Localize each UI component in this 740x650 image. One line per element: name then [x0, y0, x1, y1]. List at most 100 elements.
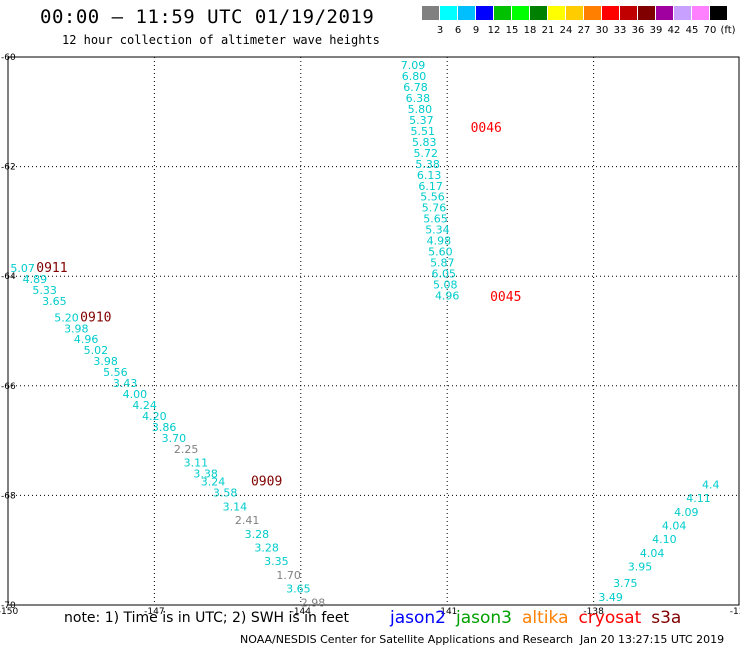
wave-height-point: 3.11 [184, 457, 209, 470]
wave-height-point: 3.24 [201, 476, 226, 489]
colorbar-label: 21 [541, 25, 555, 36]
wave-height-point: 5.83 [412, 136, 437, 149]
satellite-legend-item: s3a [651, 608, 682, 628]
wave-height-point: 5.80 [408, 103, 433, 116]
wave-height-point: 3.98 [93, 355, 118, 368]
wave-height-point: 2.25 [174, 443, 199, 456]
wave-height-point: 5.60 [428, 246, 453, 259]
wave-height-point: 3.86 [152, 421, 177, 434]
y-tick-label: -66 [1, 382, 16, 392]
wave-height-point: 3.35 [264, 555, 289, 568]
wave-height-point: 4.98 [427, 235, 452, 248]
x-tick-label: -150 [0, 607, 18, 617]
wave-height-point: 4.24 [132, 399, 157, 412]
chart-title: 00:00 – 11:59 UTC 01/19/2019 [40, 6, 375, 28]
y-tick-label: -68 [1, 491, 16, 501]
wave-height-point: 3.49 [598, 591, 623, 604]
wave-height-point: 3.43 [113, 377, 138, 390]
satellite-legend-item: altika [522, 608, 569, 628]
time-label: 0911 [36, 261, 67, 276]
wave-height-point: 3.28 [245, 528, 270, 541]
colorbar-swatch [530, 6, 547, 20]
wave-height-point: 5.34 [425, 224, 450, 237]
y-tick-label: -62 [1, 163, 16, 173]
wave-height-point: 3.28 [254, 541, 279, 554]
wave-height-point: 6.80 [402, 70, 427, 83]
colorbar-label: 36 [631, 25, 645, 36]
colorbar-swatch [692, 6, 709, 20]
colorbar-label: 42 [667, 25, 681, 36]
chart-subtitle: 12 hour collection of altimeter wave hei… [62, 33, 380, 47]
time-label: 0045 [490, 290, 521, 305]
wave-height-point: 5.76 [422, 202, 447, 215]
colorbar-label: 12 [487, 25, 501, 36]
wave-height-point: 5.87 [430, 257, 455, 270]
wave-height-point: 3.65 [42, 295, 67, 308]
colorbar-swatch [638, 6, 655, 20]
colorbar-swatch [602, 6, 619, 20]
colorbar-label: 9 [472, 25, 480, 36]
wave-height-point: 2.41 [235, 514, 260, 527]
wave-height-point: 5.56 [103, 366, 128, 379]
colorbar-label: 27 [577, 25, 591, 36]
wave-height-point: 5.37 [409, 114, 434, 127]
colorbar-swatch [656, 6, 673, 20]
x-tick-label: -141 [437, 607, 457, 617]
wave-height-point: 5.20 [54, 311, 79, 324]
wave-height-point: 5.51 [411, 125, 436, 138]
footer-note: note: 1) Time is in UTC; 2) SWH is in fe… [64, 610, 350, 626]
colorbar-swatch [512, 6, 529, 20]
time-label: 0910 [80, 310, 111, 325]
wave-height-point: 5.72 [413, 147, 438, 160]
colorbar-label: 18 [523, 25, 537, 36]
wave-height-point: 4.09 [674, 506, 699, 519]
colorbar-swatch [620, 6, 637, 20]
colorbar-unit: (ft) [720, 25, 736, 36]
satellite-legend-item: cryosat [578, 608, 642, 628]
colorbar-label: 45 [685, 25, 699, 36]
x-tick-label: -144 [291, 607, 312, 617]
wave-height-point: 3.65 [286, 583, 311, 596]
wave-height-point: 1.70 [276, 569, 301, 582]
wave-height-point: 3.38 [193, 467, 218, 480]
colorbar-swatch [494, 6, 511, 20]
colorbar-swatch [584, 6, 601, 20]
colorbar-label: 33 [613, 25, 627, 36]
time-label: 0909 [251, 475, 282, 490]
colorbar-swatch [548, 6, 565, 20]
wave-height-point: 3.98 [64, 322, 89, 335]
footer-timestamp: Jan 20 13:27:15 UTC 2019 [580, 633, 725, 646]
colorbar-swatch [440, 6, 457, 20]
wave-height-point: 3.95 [628, 561, 653, 574]
wave-height-point: 5.08 [433, 278, 458, 291]
wave-height-point: 4.10 [652, 533, 677, 546]
wave-height-point: 3.75 [613, 577, 638, 590]
wave-height-point: 6.78 [403, 81, 428, 94]
wave-height-point: 5.07 [10, 262, 35, 275]
wave-height-point: 6.13 [417, 169, 442, 182]
colorbar-label: 39 [649, 25, 663, 36]
wave-height-point: 5.56 [420, 191, 445, 204]
colorbar-label: 24 [559, 25, 573, 36]
wave-height-point: 3.70 [162, 432, 187, 445]
wave-height-point: 5.33 [32, 284, 57, 297]
y-tick-label: -70 [1, 601, 16, 611]
wave-height-point: 5.38 [415, 158, 440, 171]
wave-height-point: 6.38 [406, 92, 431, 105]
footer-credit: NOAA/NESDIS Center for Satellite Applica… [240, 633, 574, 646]
colorbar-swatch [476, 6, 493, 20]
colorbar-label: 3 [436, 25, 444, 36]
satellite-legend: jason2 jason3 altika cryosat s3a [390, 608, 691, 628]
x-tick-label: -147 [144, 607, 164, 617]
time-label: 0046 [471, 121, 502, 136]
colorbar-label: 15 [505, 25, 519, 36]
wave-height-point: 4.00 [123, 388, 148, 401]
y-tick-label: -64 [1, 272, 16, 282]
wave-height-point: 6.17 [418, 180, 443, 193]
plot-frame [7, 56, 740, 606]
satellite-legend-item: jason2 [390, 608, 446, 628]
colorbar-swatch [674, 6, 691, 20]
wave-height-point: 7.09 [401, 59, 426, 72]
wave-height-point: 5.65 [423, 213, 448, 226]
